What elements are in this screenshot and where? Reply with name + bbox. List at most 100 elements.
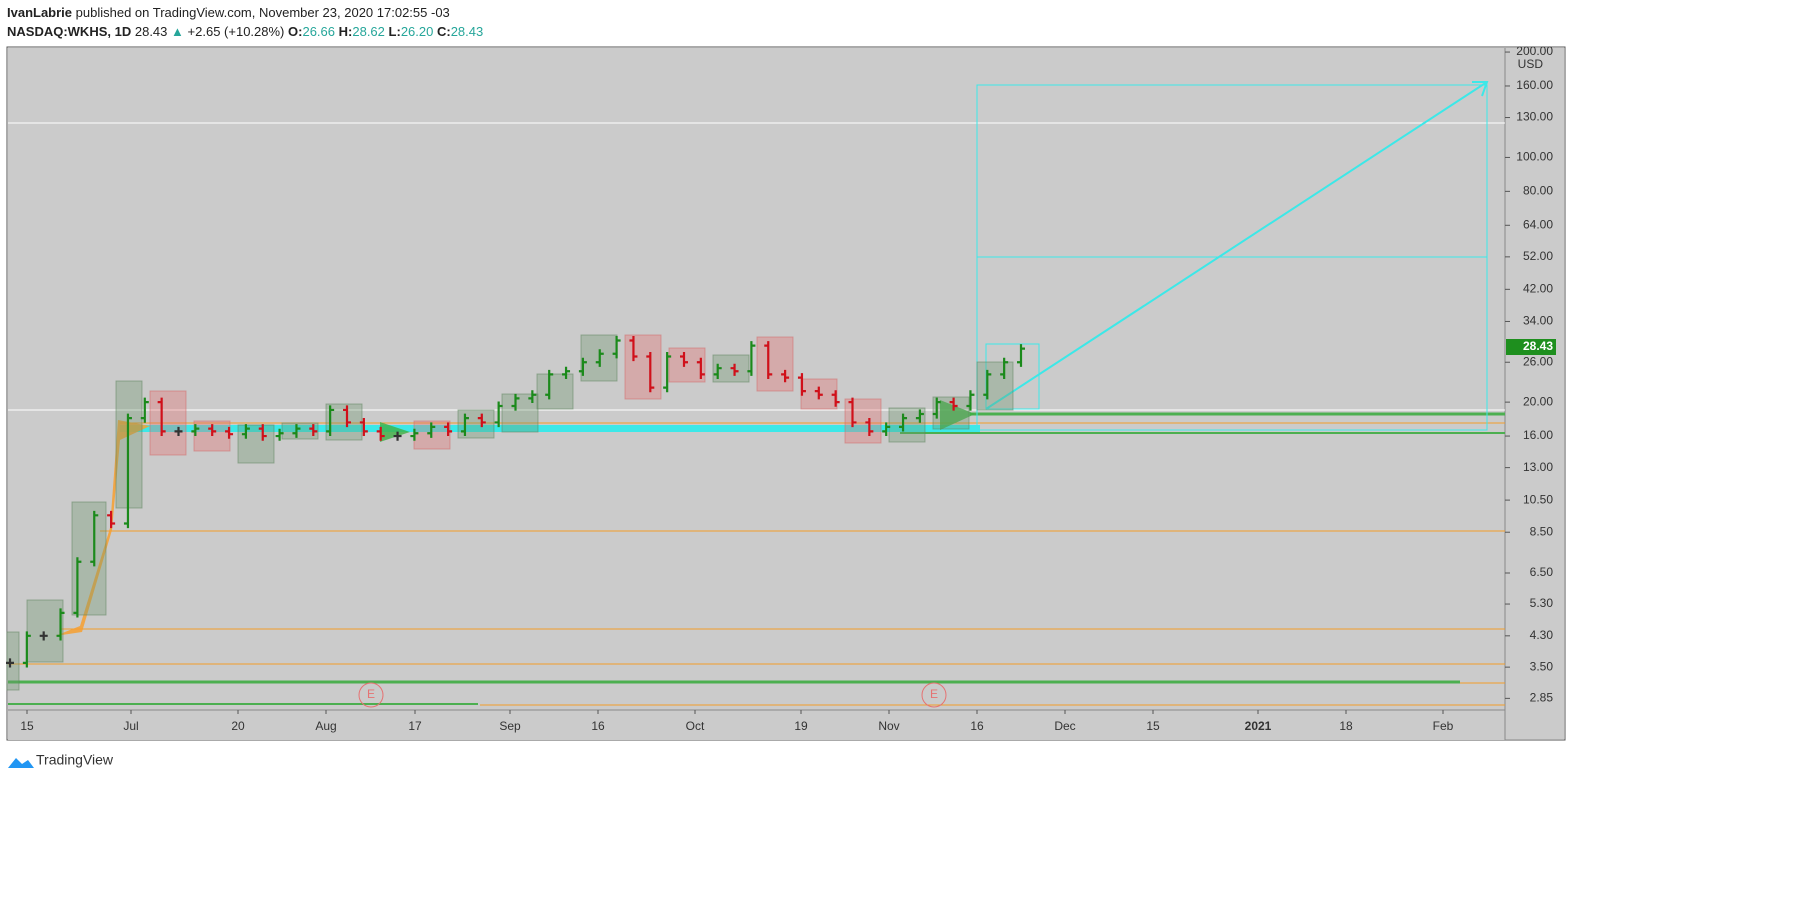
x-tick-label: Jul xyxy=(123,719,138,733)
price-bar xyxy=(528,390,537,404)
y-tick-label: 42.00 xyxy=(1523,281,1553,295)
price-bar xyxy=(764,341,773,380)
y-tick-label: 34.00 xyxy=(1523,314,1553,328)
price-bar xyxy=(157,397,166,437)
y-tick-label: 16.00 xyxy=(1523,428,1553,442)
triangle xyxy=(380,422,410,442)
y-tick-label: 200.00 xyxy=(1516,44,1553,58)
c: 28.43 xyxy=(451,24,484,39)
price-tag xyxy=(1506,339,1556,355)
currency: USD xyxy=(1518,57,1544,71)
price-bar xyxy=(275,428,284,441)
x-tick-label: Dec xyxy=(1054,719,1075,733)
y-tick-label: 8.50 xyxy=(1530,524,1554,538)
x-tick-label: 16 xyxy=(591,719,605,733)
price-bar xyxy=(191,424,200,437)
x-tick-label: 19 xyxy=(794,719,808,733)
price-bar xyxy=(107,510,116,529)
price-bar xyxy=(966,390,975,411)
price-bar xyxy=(343,405,351,428)
price-bar xyxy=(646,352,655,393)
price-bar xyxy=(494,401,503,428)
h: 28.62 xyxy=(352,24,385,39)
brand: TradingView xyxy=(36,752,114,768)
change: +2.65 (+10.28%) xyxy=(188,24,285,39)
x-tick-label: 15 xyxy=(1146,719,1160,733)
price-bar xyxy=(899,413,908,432)
price-bar xyxy=(258,424,267,441)
x-tick-label: 16 xyxy=(970,719,984,733)
price-bar xyxy=(39,631,48,641)
zone-box xyxy=(536,373,574,410)
price-bar xyxy=(595,349,604,367)
x-tick-label: 2021 xyxy=(1245,719,1272,733)
price-bar xyxy=(831,390,840,407)
y-tick-label: 13.00 xyxy=(1523,460,1553,474)
y-tick-label: 100.00 xyxy=(1516,150,1553,164)
y-tick-label: 80.00 xyxy=(1523,184,1553,198)
price-bar xyxy=(140,397,149,423)
symbol: NASDAQ:WKHS, 1D xyxy=(7,24,131,39)
y-tick-label: 5.30 xyxy=(1530,596,1554,610)
o: 26.66 xyxy=(302,24,335,39)
price-bar xyxy=(882,422,891,437)
price-bar xyxy=(6,658,14,668)
price-bar xyxy=(713,363,722,380)
y-tick-label: 64.00 xyxy=(1523,217,1553,231)
y-tick-label: 130.00 xyxy=(1516,110,1553,124)
y-tick-label: 2.85 xyxy=(1530,691,1554,705)
price-bar xyxy=(578,357,587,376)
event-label: E xyxy=(367,687,375,701)
price-bar xyxy=(983,369,992,400)
o-label: O: xyxy=(288,24,302,39)
zone-box xyxy=(624,334,662,400)
x-tick-label: 17 xyxy=(408,719,422,733)
price-bar xyxy=(747,341,756,376)
price-bar xyxy=(511,393,520,411)
price-bar xyxy=(410,428,419,441)
price-bar xyxy=(292,424,301,438)
price-bar xyxy=(781,369,790,383)
price-bar xyxy=(241,424,250,439)
zone-box xyxy=(26,599,64,663)
price-bar xyxy=(326,405,335,437)
y-tick-label: 26.00 xyxy=(1523,354,1553,368)
price-bar xyxy=(309,424,318,437)
price-bar xyxy=(1000,357,1009,380)
header-line-1: IvanLabrie published on TradingView.com,… xyxy=(7,5,450,20)
band xyxy=(120,425,980,432)
price-bar xyxy=(477,413,486,428)
arrow: ▲ xyxy=(171,24,184,39)
price-bar xyxy=(56,608,65,641)
price-bar xyxy=(393,431,402,441)
price-tag-label: 28.43 xyxy=(1523,339,1553,353)
header-line-2: NASDAQ:WKHS, 1D 28.43 ▲ +2.65 (+10.28%) … xyxy=(7,24,483,39)
zone-box xyxy=(457,409,495,439)
y-tick-label: 4.30 xyxy=(1530,628,1554,642)
price-bar xyxy=(427,422,436,438)
price-bar xyxy=(932,397,941,419)
price-bar xyxy=(174,426,183,437)
price-bar xyxy=(460,413,469,437)
price-bar xyxy=(612,335,621,359)
x-tick-label: 18 xyxy=(1339,719,1353,733)
y-tick-label: 20.00 xyxy=(1523,394,1553,408)
price-bar xyxy=(663,352,672,393)
price-bar xyxy=(359,417,368,437)
price-bar xyxy=(1017,344,1025,367)
last: 28.43 xyxy=(135,24,168,39)
price-bar xyxy=(22,631,31,668)
arrow-head xyxy=(1472,81,1489,97)
zone-box xyxy=(844,398,882,444)
price-bar xyxy=(123,413,132,529)
price-bar xyxy=(562,366,571,380)
published: published on TradingView.com, November 2… xyxy=(76,5,450,20)
price-bar xyxy=(848,397,857,428)
y-tick-label: 10.50 xyxy=(1523,492,1553,506)
x-tick-label: Aug xyxy=(315,719,336,733)
price-bar xyxy=(376,426,385,441)
event-marker xyxy=(921,682,947,708)
price-bar xyxy=(797,373,806,396)
axes: 200.00 160.00 130.00 100.00 80.00 64.00 52.00 4… xyxy=(20,44,1553,733)
y-tick-label: 52.00 xyxy=(1523,249,1553,263)
